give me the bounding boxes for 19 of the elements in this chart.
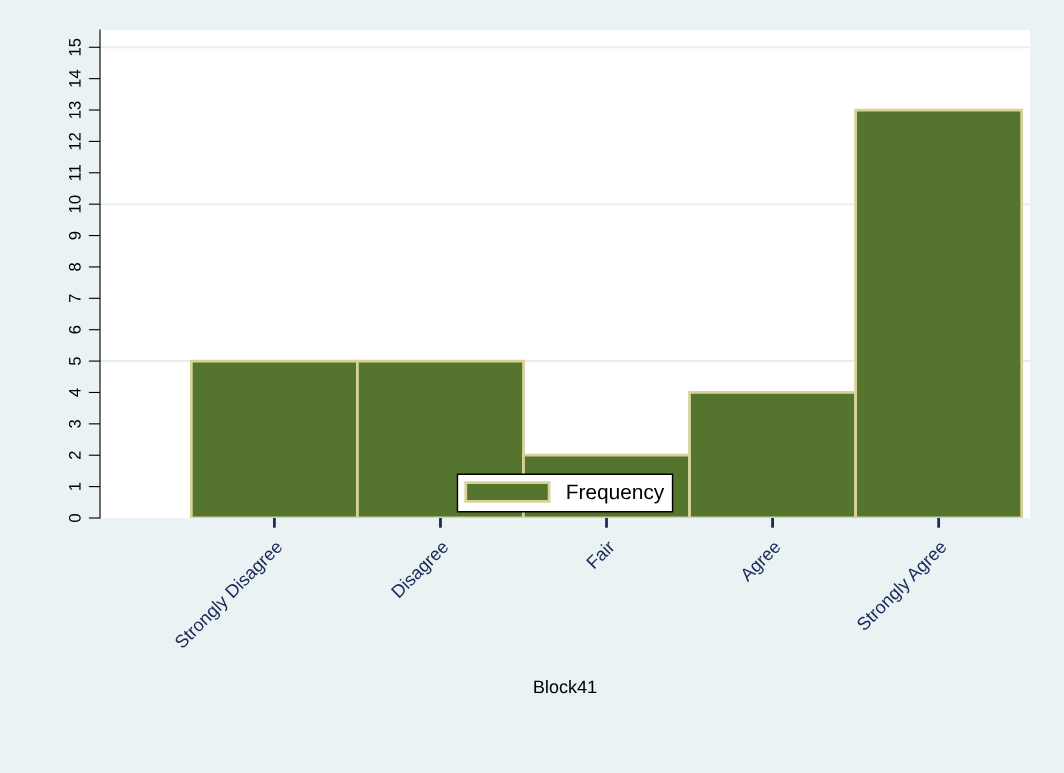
legend-label: Frequency [567,484,665,504]
y-tick-label: 1 [69,482,81,490]
y-tick-label: 6 [68,325,81,334]
y-tick-label: 10 [68,195,81,213]
y-tick-label: 2 [68,451,81,460]
y-tick-label: 3 [68,419,81,428]
y-tick-label: 12 [68,132,81,150]
x-axis-title: Block41 [534,679,597,694]
y-tick-label: 14 [69,69,81,87]
y-tick-label: 4 [69,388,81,397]
y-tick-label: 5 [69,357,81,366]
y-tick-label: 11 [69,164,81,181]
x-tick-label: Fair [585,539,616,570]
y-tick-label: 9 [68,231,81,240]
y-tick-label: 13 [68,101,81,119]
y-tick-label: 0 [68,514,81,522]
y-tick-label: 8 [68,263,81,271]
y-tick-label: 15 [69,38,81,56]
y-tick-label: 7 [69,294,81,303]
